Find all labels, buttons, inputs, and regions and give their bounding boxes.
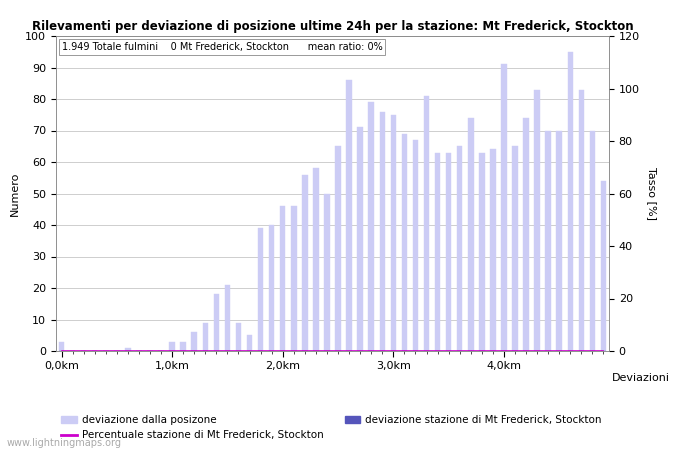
Title: Rilevamenti per deviazione di posizione ultime 24h per la stazione: Mt Frederick: Rilevamenti per deviazione di posizione …: [32, 20, 634, 33]
Bar: [214, 294, 219, 351]
Bar: [358, 127, 363, 351]
Text: 1.949 Totale fulmini    0 Mt Frederick, Stockton      mean ratio: 0%: 1.949 Totale fulmini 0 Mt Frederick, Sto…: [62, 42, 382, 52]
Bar: [512, 146, 518, 351]
Text: Deviazioni: Deviazioni: [612, 373, 670, 383]
Bar: [446, 153, 452, 351]
Bar: [258, 228, 263, 351]
Bar: [435, 153, 440, 351]
Bar: [468, 118, 473, 351]
Bar: [346, 80, 352, 351]
Bar: [424, 96, 429, 351]
Bar: [579, 90, 584, 351]
Bar: [589, 130, 595, 351]
Bar: [457, 146, 463, 351]
Bar: [225, 285, 230, 351]
Bar: [125, 348, 131, 351]
Bar: [202, 323, 208, 351]
Bar: [280, 206, 286, 351]
Bar: [59, 342, 64, 351]
Bar: [545, 130, 551, 351]
Bar: [313, 168, 319, 351]
Bar: [501, 64, 507, 351]
Bar: [524, 118, 528, 351]
Bar: [269, 225, 274, 351]
Bar: [534, 90, 540, 351]
Bar: [379, 112, 385, 351]
Bar: [192, 332, 197, 351]
Y-axis label: Tasso [%]: Tasso [%]: [647, 167, 657, 220]
Y-axis label: Numero: Numero: [10, 171, 20, 216]
Bar: [556, 130, 562, 351]
Bar: [236, 323, 241, 351]
Bar: [391, 115, 396, 351]
Bar: [479, 153, 484, 351]
Bar: [335, 146, 341, 351]
Bar: [291, 206, 297, 351]
Bar: [490, 149, 496, 351]
Bar: [413, 140, 418, 351]
Bar: [247, 335, 252, 351]
Bar: [324, 194, 330, 351]
Legend: deviazione dalla posizone, Percentuale stazione di Mt Frederick, Stockton, devia: deviazione dalla posizone, Percentuale s…: [61, 415, 602, 440]
Bar: [368, 102, 374, 351]
Bar: [402, 134, 407, 351]
Bar: [568, 52, 573, 351]
Bar: [302, 175, 307, 351]
Bar: [601, 181, 606, 351]
Text: www.lightningmaps.org: www.lightningmaps.org: [7, 438, 122, 448]
Bar: [181, 342, 186, 351]
Bar: [169, 342, 175, 351]
